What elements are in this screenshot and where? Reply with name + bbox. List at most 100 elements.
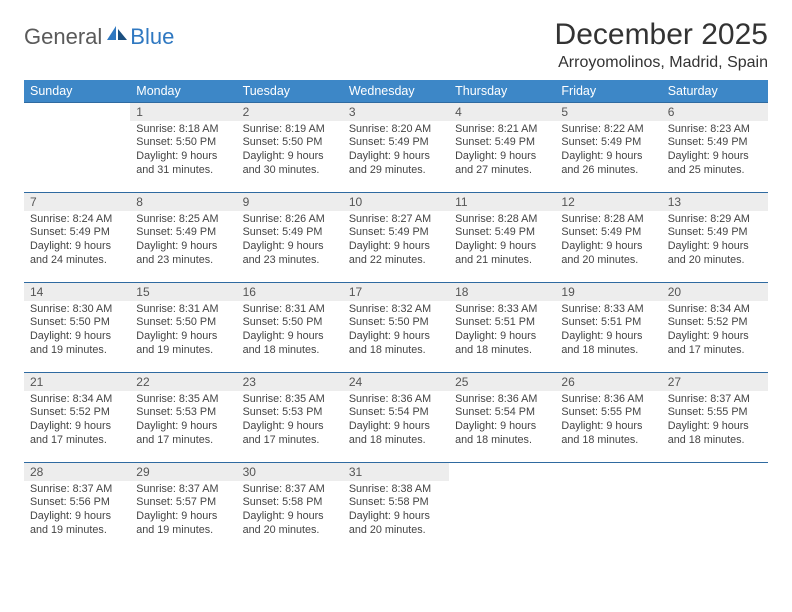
day-number: 20: [662, 283, 768, 301]
sunrise-text: Sunrise: 8:27 AM: [349, 213, 443, 227]
daylight-text: Daylight: 9 hours and 18 minutes.: [668, 420, 762, 448]
day-cell: [555, 481, 661, 553]
sunrise-text: Sunrise: 8:35 AM: [243, 393, 337, 407]
sunrise-text: Sunrise: 8:26 AM: [243, 213, 337, 227]
day-cell: [449, 481, 555, 553]
day-number: 30: [237, 463, 343, 481]
day-cell: Sunrise: 8:37 AMSunset: 5:57 PMDaylight:…: [130, 481, 236, 553]
day-number: 2: [237, 103, 343, 121]
sunset-text: Sunset: 5:49 PM: [455, 226, 549, 240]
daylight-text: Daylight: 9 hours and 23 minutes.: [243, 240, 337, 268]
weekday-header: Tuesday: [237, 80, 343, 103]
sunset-text: Sunset: 5:58 PM: [243, 496, 337, 510]
day-number: [662, 463, 768, 481]
day-number: 14: [24, 283, 130, 301]
day-cell: Sunrise: 8:25 AMSunset: 5:49 PMDaylight:…: [130, 211, 236, 283]
daylight-text: Daylight: 9 hours and 31 minutes.: [136, 150, 230, 178]
day-cell: Sunrise: 8:37 AMSunset: 5:55 PMDaylight:…: [662, 391, 768, 463]
day-number: [555, 463, 661, 481]
sunrise-text: Sunrise: 8:37 AM: [668, 393, 762, 407]
day-cell: Sunrise: 8:20 AMSunset: 5:49 PMDaylight:…: [343, 121, 449, 193]
day-cell: [24, 121, 130, 193]
day-number: 5: [555, 103, 661, 121]
sunrise-text: Sunrise: 8:28 AM: [561, 213, 655, 227]
day-cell: Sunrise: 8:24 AMSunset: 5:49 PMDaylight:…: [24, 211, 130, 283]
sunset-text: Sunset: 5:50 PM: [349, 316, 443, 330]
sunset-text: Sunset: 5:51 PM: [455, 316, 549, 330]
day-cell: Sunrise: 8:28 AMSunset: 5:49 PMDaylight:…: [449, 211, 555, 283]
daylight-text: Daylight: 9 hours and 24 minutes.: [30, 240, 124, 268]
day-number: 21: [24, 373, 130, 391]
day-number: 28: [24, 463, 130, 481]
sunset-text: Sunset: 5:52 PM: [30, 406, 124, 420]
day-number: 15: [130, 283, 236, 301]
title-block: December 2025 Arroyomolinos, Madrid, Spa…: [555, 18, 768, 72]
logo-text-blue: Blue: [130, 24, 174, 50]
logo-text-general: General: [24, 24, 102, 50]
sunrise-text: Sunrise: 8:23 AM: [668, 123, 762, 137]
sunset-text: Sunset: 5:50 PM: [243, 136, 337, 150]
sunrise-text: Sunrise: 8:35 AM: [136, 393, 230, 407]
sunset-text: Sunset: 5:49 PM: [455, 136, 549, 150]
location: Arroyomolinos, Madrid, Spain: [555, 54, 768, 72]
weekday-header: Thursday: [449, 80, 555, 103]
daylight-text: Daylight: 9 hours and 30 minutes.: [243, 150, 337, 178]
daylight-text: Daylight: 9 hours and 17 minutes.: [243, 420, 337, 448]
sunset-text: Sunset: 5:49 PM: [561, 136, 655, 150]
sunrise-text: Sunrise: 8:37 AM: [243, 483, 337, 497]
sunset-text: Sunset: 5:49 PM: [668, 226, 762, 240]
sunrise-text: Sunrise: 8:36 AM: [561, 393, 655, 407]
sunrise-text: Sunrise: 8:36 AM: [349, 393, 443, 407]
daylight-text: Daylight: 9 hours and 19 minutes.: [136, 330, 230, 358]
daylight-text: Daylight: 9 hours and 18 minutes.: [455, 420, 549, 448]
daylight-text: Daylight: 9 hours and 17 minutes.: [668, 330, 762, 358]
day-number: 9: [237, 193, 343, 211]
day-cell: Sunrise: 8:31 AMSunset: 5:50 PMDaylight:…: [237, 301, 343, 373]
day-cell: Sunrise: 8:32 AMSunset: 5:50 PMDaylight:…: [343, 301, 449, 373]
day-cell: Sunrise: 8:37 AMSunset: 5:56 PMDaylight:…: [24, 481, 130, 553]
daylight-text: Daylight: 9 hours and 19 minutes.: [136, 510, 230, 538]
daylight-text: Daylight: 9 hours and 17 minutes.: [136, 420, 230, 448]
sunset-text: Sunset: 5:49 PM: [561, 226, 655, 240]
day-cell: Sunrise: 8:36 AMSunset: 5:54 PMDaylight:…: [343, 391, 449, 463]
day-number: [24, 103, 130, 121]
sunset-text: Sunset: 5:52 PM: [668, 316, 762, 330]
daylight-text: Daylight: 9 hours and 20 minutes.: [668, 240, 762, 268]
sunrise-text: Sunrise: 8:33 AM: [455, 303, 549, 317]
sunset-text: Sunset: 5:53 PM: [243, 406, 337, 420]
daynum-row: 123456: [24, 103, 768, 121]
weekday-header: Saturday: [662, 80, 768, 103]
day-number: 12: [555, 193, 661, 211]
sunrise-text: Sunrise: 8:21 AM: [455, 123, 549, 137]
weekday-header-row: Sunday Monday Tuesday Wednesday Thursday…: [24, 80, 768, 103]
month-title: December 2025: [555, 18, 768, 52]
sunrise-text: Sunrise: 8:29 AM: [668, 213, 762, 227]
calendar-table: Sunday Monday Tuesday Wednesday Thursday…: [24, 80, 768, 553]
day-number: 22: [130, 373, 236, 391]
sunset-text: Sunset: 5:56 PM: [30, 496, 124, 510]
day-cell: Sunrise: 8:34 AMSunset: 5:52 PMDaylight:…: [24, 391, 130, 463]
day-number: 25: [449, 373, 555, 391]
day-cell: Sunrise: 8:22 AMSunset: 5:49 PMDaylight:…: [555, 121, 661, 193]
daylight-text: Daylight: 9 hours and 26 minutes.: [561, 150, 655, 178]
sunrise-text: Sunrise: 8:36 AM: [455, 393, 549, 407]
daylight-text: Daylight: 9 hours and 29 minutes.: [349, 150, 443, 178]
day-number: 4: [449, 103, 555, 121]
day-cell: Sunrise: 8:30 AMSunset: 5:50 PMDaylight:…: [24, 301, 130, 373]
sunrise-text: Sunrise: 8:38 AM: [349, 483, 443, 497]
weekday-header: Monday: [130, 80, 236, 103]
daylight-text: Daylight: 9 hours and 18 minutes.: [243, 330, 337, 358]
day-cell: Sunrise: 8:23 AMSunset: 5:49 PMDaylight:…: [662, 121, 768, 193]
daylight-text: Daylight: 9 hours and 20 minutes.: [561, 240, 655, 268]
daylight-text: Daylight: 9 hours and 27 minutes.: [455, 150, 549, 178]
daylight-text: Daylight: 9 hours and 18 minutes.: [349, 420, 443, 448]
sunrise-text: Sunrise: 8:19 AM: [243, 123, 337, 137]
day-cell: Sunrise: 8:18 AMSunset: 5:50 PMDaylight:…: [130, 121, 236, 193]
sunset-text: Sunset: 5:50 PM: [136, 136, 230, 150]
day-cell: Sunrise: 8:35 AMSunset: 5:53 PMDaylight:…: [237, 391, 343, 463]
content-row: Sunrise: 8:34 AMSunset: 5:52 PMDaylight:…: [24, 391, 768, 463]
daylight-text: Daylight: 9 hours and 21 minutes.: [455, 240, 549, 268]
sunrise-text: Sunrise: 8:20 AM: [349, 123, 443, 137]
day-number: 7: [24, 193, 130, 211]
day-cell: Sunrise: 8:33 AMSunset: 5:51 PMDaylight:…: [449, 301, 555, 373]
